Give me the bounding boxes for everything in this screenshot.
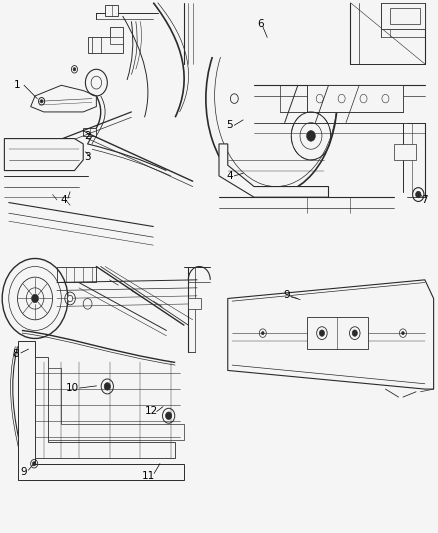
Polygon shape [394,144,416,160]
Bar [0,0,210,256]
Text: 4: 4 [226,171,233,181]
Polygon shape [48,368,184,440]
Circle shape [104,383,110,390]
Text: 7: 7 [421,195,428,205]
Polygon shape [18,341,184,480]
Text: 3: 3 [84,152,91,162]
Polygon shape [31,85,96,112]
Polygon shape [83,128,96,136]
Text: 9: 9 [283,290,290,300]
Polygon shape [219,144,328,197]
Polygon shape [4,139,83,171]
Polygon shape [390,8,420,24]
Text: 8: 8 [12,350,19,359]
Text: 6: 6 [257,19,264,29]
Polygon shape [188,298,201,309]
Text: 1: 1 [14,80,21,90]
Text: 5: 5 [226,120,233,130]
Text: 10: 10 [66,383,79,393]
Circle shape [32,294,39,303]
Circle shape [352,330,357,336]
Circle shape [319,330,325,336]
Text: 12: 12 [145,407,158,416]
Text: 2: 2 [84,131,91,141]
Text: 4: 4 [60,195,67,205]
Circle shape [261,332,264,335]
Polygon shape [105,5,118,16]
Circle shape [67,295,73,302]
Circle shape [32,462,36,466]
Text: 9: 9 [21,467,28,477]
Circle shape [416,191,421,198]
Polygon shape [57,266,96,282]
Polygon shape [307,85,403,112]
Polygon shape [228,280,434,389]
Circle shape [307,131,315,141]
Polygon shape [307,317,368,349]
Circle shape [73,68,76,71]
Circle shape [402,332,404,335]
Polygon shape [35,357,175,458]
Circle shape [40,100,43,103]
Polygon shape [110,37,123,44]
Polygon shape [381,3,425,29]
Circle shape [166,412,172,419]
Text: 11: 11 [142,471,155,481]
Polygon shape [88,27,123,53]
